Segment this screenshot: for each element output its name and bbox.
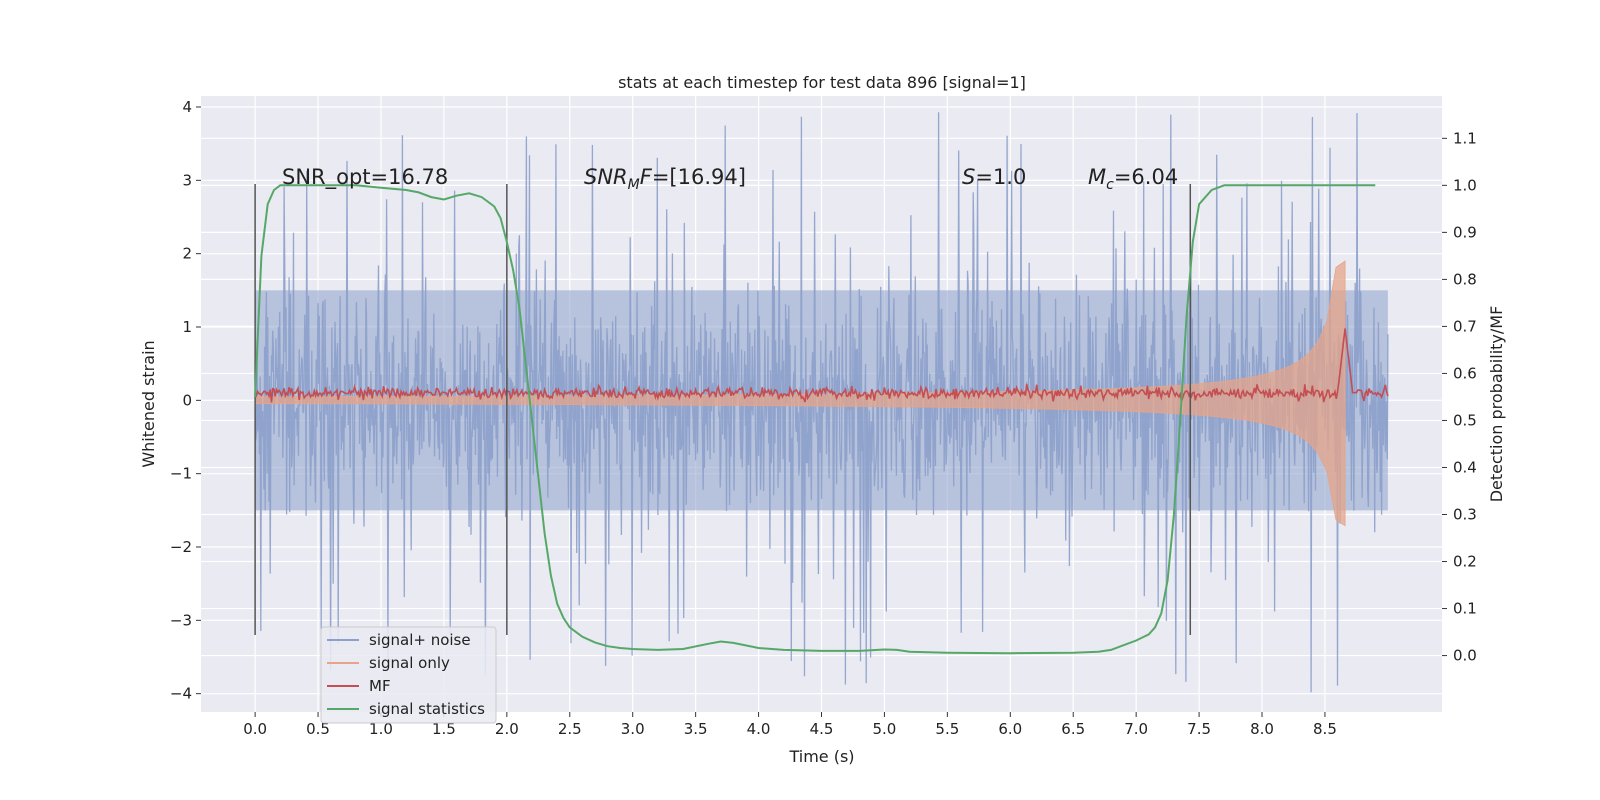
annotation-snr-mf-value: =[16.94]	[652, 165, 746, 189]
annotation-s-number: =1.0	[975, 165, 1026, 189]
y-tick-label-5: −1	[170, 465, 192, 483]
annotation-s-value: S=1.0	[962, 165, 1026, 189]
annotation-snr-mf-sub: M	[628, 177, 640, 193]
y2-tick-label-1: 1.0	[1453, 176, 1477, 194]
y-tick-label-7: −3	[170, 611, 192, 629]
x-tick-label-3: 1.5	[432, 720, 456, 738]
y-axis-ticks: 4 3 2 1 0 −1 −2 −3 −4	[170, 98, 201, 703]
x-tick-label-1: 0.5	[306, 720, 330, 738]
legend-label-mf: MF	[369, 677, 391, 695]
legend: signal+ noise signal only MF signal stat…	[320, 626, 497, 724]
x-tick-label-13: 6.5	[1061, 720, 1085, 738]
y2-tick-label-6: 0.5	[1453, 411, 1477, 429]
vertical-markers	[254, 184, 1192, 635]
x-tick-label-2: 1.0	[369, 720, 393, 738]
y-tick-label-2: 2	[182, 245, 192, 263]
y2-tick-label-11: 0.0	[1453, 647, 1477, 665]
y2-tick-label-7: 0.4	[1453, 458, 1477, 476]
annotation-snr-opt: SNR_opt=16.78	[282, 165, 448, 190]
y-axis-label: Whitened strain	[139, 340, 158, 467]
x-tick-label-7: 3.5	[684, 720, 708, 738]
x-tick-label-5: 2.5	[558, 720, 582, 738]
x-tick-label-17: 8.5	[1313, 720, 1337, 738]
annotation-mc-value: Mc=6.04	[1088, 165, 1178, 193]
y2-tick-label-0: 1.1	[1453, 129, 1477, 147]
x-tick-label-16: 8.0	[1250, 720, 1274, 738]
y2-tick-label-9: 0.2	[1453, 553, 1477, 571]
x-tick-label-14: 7.0	[1124, 720, 1148, 738]
x-axis-label: Time (s)	[788, 747, 854, 766]
y-tick-label-0: 4	[182, 98, 192, 116]
annotation-snr-mf-tail: F	[640, 165, 653, 189]
signal-statistics-series	[254, 184, 1376, 655]
x-tick-label-15: 7.5	[1187, 720, 1211, 738]
signal-statistics-line	[254, 184, 1376, 655]
y2-tick-label-8: 0.3	[1453, 506, 1477, 524]
x-tick-label-12: 6.0	[998, 720, 1022, 738]
x-tick-label-8: 4.0	[747, 720, 771, 738]
chart-title: stats at each timestep for test data 896…	[618, 73, 1026, 92]
annotation-mc-main: M	[1088, 165, 1106, 189]
y2-axis-ticks: 1.1 1.0 0.9 0.8 0.7 0.6 0.5 0.4 0.3 0.2 0.1 0.0	[1442, 129, 1477, 665]
legend-label-signal-statistics: signal statistics	[369, 700, 485, 718]
y-tick-label-1: 3	[182, 171, 192, 189]
y-tick-label-8: −4	[170, 685, 192, 703]
annotation-mc-sub: c	[1106, 177, 1114, 193]
x-tick-label-0: 0.0	[243, 720, 267, 738]
x-tick-label-4: 2.0	[495, 720, 519, 738]
annotation-snr-mf-main: SNR	[584, 165, 628, 189]
y2-tick-label-2: 0.9	[1453, 223, 1477, 241]
annotation-snr-mf: SNRMF=[16.94]	[584, 165, 746, 193]
y2-tick-label-4: 0.7	[1453, 317, 1477, 335]
y2-tick-label-10: 0.1	[1453, 600, 1477, 618]
y2-tick-label-5: 0.6	[1453, 364, 1477, 382]
x-tick-label-10: 5.0	[873, 720, 897, 738]
x-tick-label-11: 5.5	[935, 720, 959, 738]
x-tick-label-9: 4.5	[810, 720, 834, 738]
y-tick-label-3: 1	[182, 318, 192, 336]
mf-line	[254, 328, 1389, 403]
x-axis-ticks: 0.0 0.5 1.0 1.5 2.0 2.5 3.0 3.5 4.0 4.5 5.0 5.5 6.0 6…	[243, 712, 1337, 738]
y2-axis-label: Detection probability/MF	[1487, 306, 1506, 503]
x-tick-label-6: 3.0	[621, 720, 645, 738]
legend-label-noise: signal+ noise	[369, 631, 471, 649]
y-tick-label-6: −2	[170, 538, 192, 556]
legend-box	[320, 626, 497, 724]
annotation-s-main: S	[962, 165, 975, 189]
y2-tick-label-3: 0.8	[1453, 270, 1477, 288]
y-tick-label-4: 0	[182, 391, 192, 409]
annotation-mc-number: =6.04	[1114, 165, 1178, 189]
legend-label-signal-only: signal only	[369, 654, 450, 672]
mf-series	[254, 328, 1389, 403]
